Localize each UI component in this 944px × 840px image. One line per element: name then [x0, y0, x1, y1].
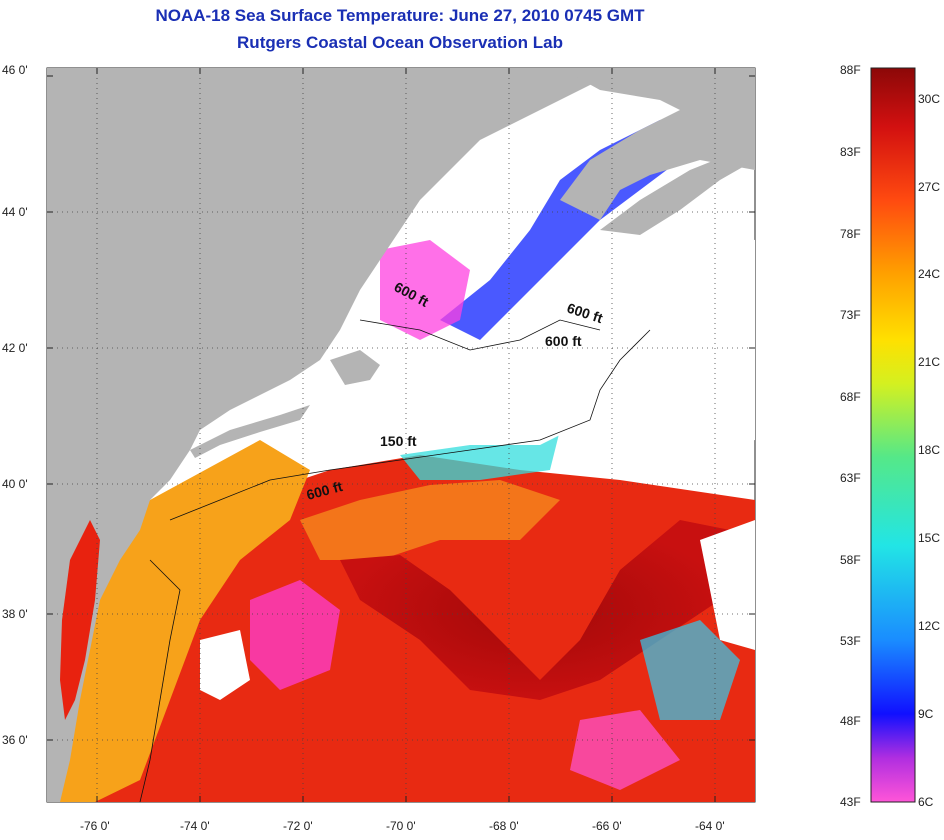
land-long-island [190, 405, 310, 458]
cb-f-48: 48F [840, 714, 861, 728]
color-scale-celsius: 30C 27C 24C 21C 18C 15C 12C 9C 6C [918, 92, 940, 809]
cb-c-18: 18C [918, 443, 940, 457]
lon-label-74: -74 0' [180, 819, 210, 833]
cb-c-12: 12C [918, 619, 940, 633]
lon-label-68: -68 0' [489, 819, 519, 833]
cb-f-83: 83F [840, 145, 861, 159]
color-scale-fahrenheit: 88F 83F 78F 73F 68F 63F 58F 53F 48F 43F [840, 63, 861, 809]
lat-label-38: 38 0' [2, 607, 28, 621]
land-nova-scotia [560, 68, 755, 220]
cold-patch-south [250, 580, 340, 690]
land-mainland [47, 68, 600, 802]
land-cape-cod [330, 350, 380, 385]
lon-label-76: -76 0' [80, 819, 110, 833]
cyan-east [640, 620, 740, 720]
cb-c-27: 27C [918, 180, 940, 194]
cb-f-73: 73F [840, 308, 861, 322]
cold-patch-gulf [380, 240, 470, 340]
slope-water [300, 480, 560, 560]
cb-f-43: 43F [840, 795, 861, 809]
chesapeake-bay-water [60, 520, 100, 720]
cb-c-30: 30C [918, 92, 940, 106]
map-title: NOAA-18 Sea Surface Temperature: June 27… [155, 6, 645, 25]
lon-label-72: -72 0' [283, 819, 313, 833]
cb-c-9: 9C [918, 707, 934, 721]
cb-c-21: 21C [918, 355, 940, 369]
lat-label-36: 36 0' [2, 733, 28, 747]
lon-label-66: -66 0' [592, 819, 622, 833]
lon-label-64: -64 0' [695, 819, 725, 833]
magenta-east [570, 710, 680, 790]
cb-f-58: 58F [840, 553, 861, 567]
depth-label-georges: 600 ft [545, 333, 582, 349]
cloud-gulf-of-maine [340, 360, 570, 455]
warm-core-ring [340, 520, 730, 700]
land-nova-scotia-peninsula [600, 145, 755, 235]
map-subtitle: Rutgers Coastal Ocean Observation Lab [237, 33, 563, 52]
cb-c-24: 24C [918, 267, 940, 281]
color-scale-bar [870, 67, 916, 803]
bathymetry-contours [139, 319, 651, 802]
cb-c-15: 15C [918, 531, 940, 545]
shelf-water [47, 440, 310, 802]
cb-f-68: 68F [840, 390, 861, 404]
lat-label-42: 42 0' [2, 341, 28, 355]
lon-label-70: -70 0' [386, 819, 416, 833]
cloud-georges [590, 220, 755, 460]
graticule [47, 68, 755, 802]
sst-field [47, 68, 755, 802]
cb-c-6: 6C [918, 795, 934, 809]
cb-f-63: 63F [840, 471, 861, 485]
lat-label-44: 44 0' [2, 205, 28, 219]
lat-label-40: 40 0' [2, 477, 28, 491]
cloud-southeast [700, 520, 755, 650]
cloud-south-shelf [200, 630, 250, 700]
depth-label-150ft: 150 ft [380, 433, 417, 449]
lat-label-46: 46 0' [2, 63, 28, 77]
axis-ticks [47, 68, 755, 802]
cb-f-88: 88F [840, 63, 861, 77]
cb-f-78: 78F [840, 227, 861, 241]
cb-f-53: 53F [840, 634, 861, 648]
